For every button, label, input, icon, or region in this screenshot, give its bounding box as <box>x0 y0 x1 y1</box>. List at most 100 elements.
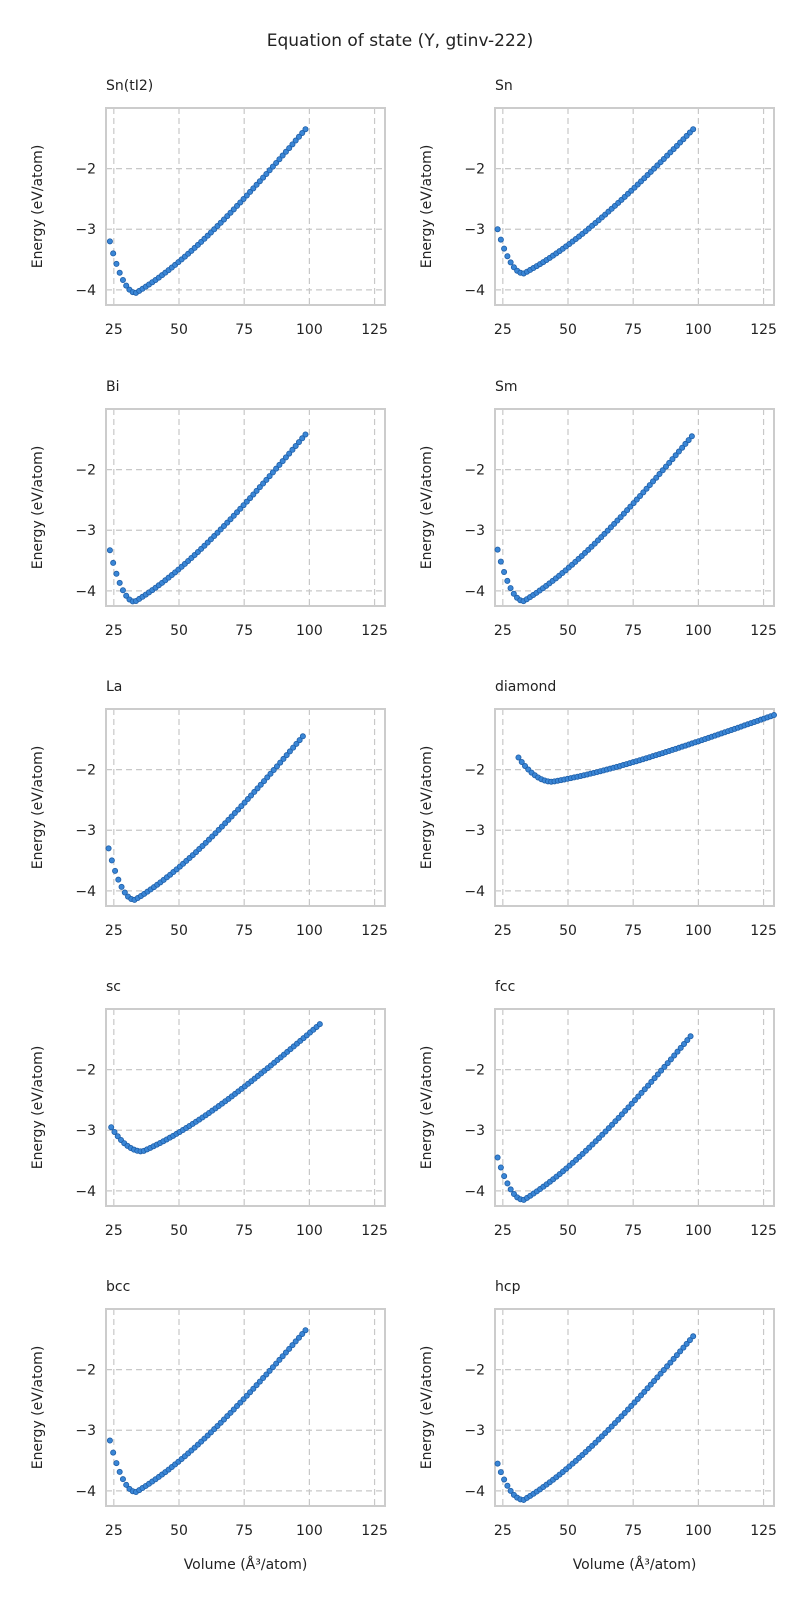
eos-panel: La 25 50 75 100 125 −4 −3 −2 Energy (eV/atom) <box>30 679 388 939</box>
panels: Sn(tI2) 25 50 75 100 125 −4 −3 −2 Energy (eV/atom… <box>30 78 778 1573</box>
figure-title: Equation of state (Y, gtinv-222) <box>267 31 534 51</box>
data-point <box>263 476 270 483</box>
y-tick-label: −3 <box>464 1123 485 1139</box>
x-tick-label: 100 <box>296 322 323 338</box>
data-point <box>497 236 504 243</box>
x-tick-label: 25 <box>105 1523 123 1539</box>
data-point <box>675 448 682 455</box>
x-tick-label: 50 <box>170 623 188 639</box>
data-point <box>667 1056 674 1063</box>
x-tick-label: 100 <box>685 623 712 639</box>
data-point <box>292 137 299 144</box>
data-point <box>648 1078 655 1085</box>
data-point <box>654 1374 661 1381</box>
data-point <box>656 471 663 478</box>
data-point <box>269 1364 276 1371</box>
data-point <box>666 459 673 466</box>
y-axis-label: Energy (eV/atom) <box>419 446 435 570</box>
data-point <box>276 461 283 468</box>
y-tick-label: −3 <box>464 823 485 839</box>
y-tick-label: −4 <box>464 884 485 900</box>
y-tick-label: −4 <box>75 1484 96 1500</box>
data-point <box>114 1133 121 1140</box>
x-tick-label: 125 <box>750 1523 777 1539</box>
data-point <box>510 590 517 597</box>
data-point <box>302 431 309 438</box>
data-point <box>677 1044 684 1051</box>
x-tick-label: 100 <box>685 1523 712 1539</box>
data-point <box>266 473 273 480</box>
data-point <box>299 435 306 442</box>
data-point <box>267 770 274 777</box>
y-axis-label: Energy (eV/atom) <box>30 746 46 870</box>
axes-frame <box>494 107 775 306</box>
data-point <box>256 1378 263 1385</box>
data-point <box>501 1476 508 1483</box>
y-axis-label: Energy (eV/atom) <box>30 1346 46 1470</box>
y-tick-label: −4 <box>75 1184 96 1200</box>
x-tick-label: 100 <box>685 322 712 338</box>
data-point <box>273 1360 280 1367</box>
data-point <box>643 485 650 492</box>
data-point <box>295 439 302 446</box>
data-point <box>250 185 257 192</box>
data-point <box>286 1345 293 1352</box>
data-point <box>661 1063 668 1070</box>
panel-title: La <box>106 679 122 695</box>
data-point <box>279 1353 286 1360</box>
data-point <box>653 474 660 481</box>
y-tick-label: −3 <box>75 1123 96 1139</box>
y-axis-label: Energy (eV/atom) <box>30 446 46 570</box>
panel-title: bcc <box>106 1279 130 1295</box>
x-tick-label: 25 <box>105 322 123 338</box>
data-point <box>687 1033 694 1040</box>
x-tick-label: 125 <box>750 623 777 639</box>
data-point <box>263 170 270 177</box>
y-tick-label: −4 <box>75 283 96 299</box>
data-point <box>105 845 112 852</box>
data-point <box>115 876 122 883</box>
eos-panel: Sn(tI2) 25 50 75 100 125 −4 −3 −2 Energy (eV/atom… <box>30 78 388 338</box>
data-point <box>295 1334 302 1341</box>
axes-frame <box>105 408 386 607</box>
y-axis-label: Energy (eV/atom) <box>419 746 435 870</box>
data-point <box>123 1481 130 1488</box>
eos-panel: sc 25 50 75 100 125 −4 −3 −2 Energy (eV/atom) <box>30 979 388 1239</box>
y-tick-label: −4 <box>464 1484 485 1500</box>
x-tick-label: 25 <box>494 923 512 939</box>
x-tick-label: 50 <box>559 923 577 939</box>
data-point <box>299 1330 306 1337</box>
data-point <box>110 250 117 257</box>
y-tick-label: −2 <box>75 1063 96 1079</box>
y-tick-label: −3 <box>75 523 96 539</box>
axes-frame <box>105 1008 386 1207</box>
data-point <box>625 1104 632 1111</box>
x-tick-label: 50 <box>559 322 577 338</box>
y-tick-label: −2 <box>464 463 485 479</box>
data-point <box>507 1487 514 1494</box>
data-point <box>289 141 296 148</box>
data-point <box>671 1052 678 1059</box>
data-point <box>279 152 286 159</box>
data-point <box>266 167 273 174</box>
data-point <box>113 1460 120 1467</box>
data-point <box>299 130 306 137</box>
data-point <box>504 577 511 584</box>
data-point <box>256 178 263 185</box>
axes-frame <box>105 1308 386 1507</box>
data-point <box>680 1344 687 1351</box>
x-tick-label: 25 <box>494 1523 512 1539</box>
y-tick-label: −4 <box>464 1184 485 1200</box>
data-point <box>507 585 514 592</box>
data-point <box>283 752 290 759</box>
data-point <box>635 1093 642 1100</box>
data-point <box>497 558 504 565</box>
x-tick-label: 75 <box>235 1223 253 1239</box>
data-point <box>106 547 113 554</box>
data-point <box>256 484 263 491</box>
x-tick-label: 50 <box>170 1223 188 1239</box>
data-point <box>113 260 120 267</box>
data-point <box>501 569 508 576</box>
axes-frame <box>494 1308 775 1507</box>
data-point <box>273 159 280 166</box>
